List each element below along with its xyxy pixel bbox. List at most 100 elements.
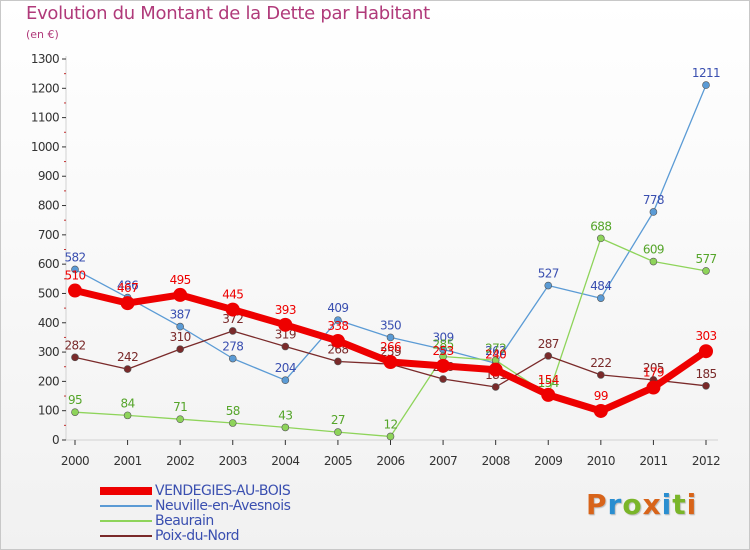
data-label-beaurain: 577 [695,252,716,266]
data-point-poix-du-nord [439,375,447,383]
x-tick-label: 2007 [429,454,457,468]
data-point-vendegies-au-bois [383,355,398,370]
y-tick-label: 0 [52,433,59,447]
data-label-neuville-en-avesnois: 527 [538,267,559,281]
proxiti-logo: Proxiti [586,488,698,521]
y-tick-label: 1300 [31,52,59,66]
data-point-neuville-en-avesnois [71,265,79,274]
data-label-vendegies-au-bois: 445 [222,288,243,302]
data-label-poix-du-nord: 222 [590,356,611,370]
data-point-beaurain [334,428,342,436]
data-point-neuville-en-avesnois [281,376,290,385]
data-label-vendegies-au-bois: 99 [594,389,608,403]
data-label-beaurain: 285 [433,337,454,351]
data-label-poix-du-nord: 319 [275,328,296,342]
data-label-vendegies-au-bois: 393 [275,303,296,317]
data-point-vendegies-au-bois [436,358,451,373]
x-tick-label: 2002 [166,454,194,468]
data-label-neuville-en-avesnois: 309 [433,330,454,344]
data-label-beaurain: 609 [643,243,664,257]
data-label-beaurain: 154 [538,376,559,390]
data-label-poix-du-nord: 372 [222,312,243,326]
data-point-neuville-en-avesnois [386,333,395,342]
data-point-neuville-en-avesnois [176,322,184,331]
x-tick-label: 2010 [587,454,615,468]
data-label-vendegies-au-bois: 338 [327,319,348,333]
legend-swatch [100,505,152,507]
y-tick-label: 1100 [31,111,59,125]
chart-subtitle: (en €) [26,28,59,41]
data-point-beaurain [123,411,132,420]
data-label-beaurain: 688 [590,219,611,233]
data-label-beaurain: 58 [226,404,240,418]
data-label-neuville-en-avesnois: 278 [222,340,243,354]
data-point-neuville-en-avesnois [597,294,605,302]
legend-label: Neuville-en-Avesnois [155,498,291,514]
data-label-neuville-en-avesnois: 262 [485,344,506,358]
data-point-beaurain [386,432,395,441]
data-label-beaurain: 272 [485,341,506,355]
data-point-poix-du-nord [176,345,184,353]
x-tick-label: 2008 [482,454,510,468]
data-label-poix-du-nord: 242 [117,350,138,364]
data-label-poix-du-nord: 259 [380,345,401,359]
y-tick-label: 1000 [31,140,59,154]
chart-title: Evolution du Montant de la Dette par Hab… [26,3,430,24]
data-label-vendegies-au-bois: 240 [485,348,506,362]
data-point-vendegies-au-bois [699,344,713,359]
data-point-vendegies-au-bois [593,403,608,418]
data-label-neuville-en-avesnois: 778 [643,193,664,207]
legend-swatch [100,487,152,495]
data-label-poix-du-nord: 310 [170,330,191,344]
data-point-beaurain [597,234,605,243]
data-point-vendegies-au-bois [278,317,293,332]
data-point-poix-du-nord [702,381,710,390]
data-point-beaurain [228,419,237,427]
x-tick-label: 2011 [639,454,667,468]
data-label-neuville-en-avesnois: 1211 [692,66,720,80]
x-tick-label: 2003 [219,454,247,468]
data-label-neuville-en-avesnois: 484 [590,279,611,293]
y-tick-label: 100 [38,404,59,418]
data-point-vendegies-au-bois [173,287,188,302]
data-label-beaurain: 12 [383,417,397,431]
data-point-vendegies-au-bois [646,380,661,395]
data-label-neuville-en-avesnois: 582 [64,250,85,264]
data-point-poix-du-nord [491,383,500,391]
data-point-poix-du-nord [228,327,237,335]
y-tick-label: 600 [38,257,59,271]
data-point-neuville-en-avesnois [228,354,237,363]
data-label-vendegies-au-bois: 266 [380,340,401,354]
x-tick-label: 2000 [61,454,89,468]
y-tick-label: 700 [38,228,59,242]
data-point-beaurain [176,415,184,423]
legend-swatch [100,535,152,537]
legend-swatch [100,520,152,522]
y-tick-label: 1200 [31,81,59,95]
data-label-beaurain: 95 [68,393,82,407]
data-label-vendegies-au-bois: 179 [643,366,664,380]
data-label-vendegies-au-bois: 495 [170,273,191,287]
data-label-poix-du-nord: 205 [643,361,664,375]
data-point-poix-du-nord [597,371,605,379]
y-tick-label: 300 [38,345,59,359]
x-tick-label: 2006 [376,454,404,468]
x-tick-label: 2012 [692,454,720,468]
data-label-neuville-en-avesnois: 409 [327,301,348,315]
data-point-poix-du-nord [123,365,132,373]
data-label-poix-du-nord: 287 [538,337,559,351]
data-point-neuville-en-avesnois [702,81,710,89]
data-point-neuville-en-avesnois [649,208,658,216]
y-tick-label: 800 [38,199,59,213]
x-tick-label: 2001 [114,454,142,468]
data-point-beaurain [71,408,79,416]
data-label-neuville-en-avesnois: 204 [275,361,296,375]
data-label-neuville-en-avesnois: 387 [170,308,191,322]
y-tick-label: 200 [38,374,59,388]
data-label-vendegies-au-bois: 303 [695,329,716,343]
legend-label: VENDEGIES-AU-BOIS [155,483,291,499]
data-point-vendegies-au-bois [330,333,345,348]
data-point-vendegies-au-bois [225,302,240,317]
data-label-poix-du-nord: 185 [695,367,716,381]
